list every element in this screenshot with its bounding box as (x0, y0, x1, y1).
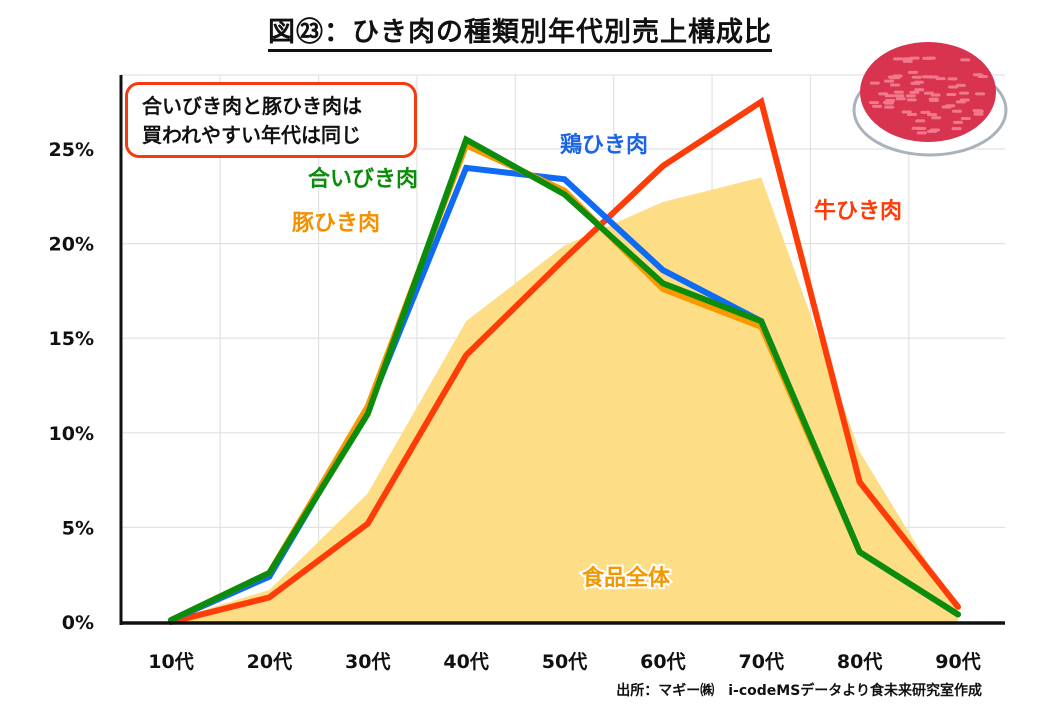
meat-texture (973, 112, 984, 116)
series-label: 鶏ひき肉 (560, 133, 648, 158)
series-label: 豚ひき肉 (292, 211, 380, 236)
meat-texture (948, 85, 959, 89)
meat-texture (884, 79, 895, 83)
meat-texture (960, 58, 971, 62)
meat-texture (872, 104, 883, 108)
meat-texture (916, 126, 927, 130)
area-layer (171, 177, 958, 622)
meat-texture (927, 113, 938, 117)
chart-title: 図㉓：ひき肉の種類別年代別売上構成比 (0, 10, 1040, 52)
meat-texture (894, 94, 905, 98)
meat-texture (920, 110, 931, 114)
meat-texture (910, 81, 921, 85)
x-tick-label: 50代 (542, 651, 587, 673)
meat-texture (885, 98, 896, 102)
meat-texture (960, 116, 971, 120)
meat-texture (947, 77, 958, 81)
meat-texture (905, 94, 916, 98)
meat-texture (869, 101, 880, 105)
y-tick-label: 15% (49, 328, 94, 350)
meat-texture (922, 56, 933, 60)
annotation-line-2: 買われやすい年代は同じ (142, 123, 361, 147)
meat-texture (928, 75, 939, 79)
y-tick-label: 10% (49, 423, 94, 445)
x-tick-label: 10代 (148, 651, 193, 673)
meat-texture (973, 109, 984, 113)
x-tick-label: 40代 (443, 651, 488, 673)
x-tick-label: 60代 (640, 651, 685, 673)
meat-texture (915, 119, 926, 123)
meat-texture (929, 128, 940, 132)
meat-texture (931, 116, 942, 120)
y-ticks: 0% 5% 10% 15% 20% 25% (49, 139, 94, 634)
x-tick-label: 90代 (935, 651, 980, 673)
meat-texture (972, 73, 983, 77)
meat-texture (928, 97, 939, 101)
meat-texture (883, 101, 894, 105)
meat-texture (955, 83, 966, 87)
y-tick-label: 20% (49, 234, 94, 256)
annotation-line-1: 合いびき肉と豚ひき肉は (142, 94, 362, 118)
meat-texture (916, 131, 927, 135)
series-label: 食品全体 (582, 565, 671, 591)
ground-meat-plate-icon (852, 42, 1008, 157)
x-tick-label: 30代 (345, 651, 390, 673)
meat-texture (887, 75, 898, 79)
meat-texture (946, 93, 957, 97)
meat-texture (923, 91, 934, 95)
meat-texture (955, 100, 966, 104)
meat-texture (893, 57, 904, 61)
axes (119, 75, 1005, 625)
meat-texture (975, 92, 986, 96)
x-tick-label: 20代 (247, 651, 292, 673)
meat-texture (911, 75, 922, 79)
meat-texture (909, 90, 920, 94)
meat-texture (893, 90, 904, 94)
meat-texture (906, 112, 917, 116)
series-label: 合いびき肉 (308, 166, 418, 192)
meat-texture (909, 56, 920, 60)
source-note: 出所：マギー㈱ i-codeMSデータより食未来研究室作成 (616, 683, 982, 699)
annotation-box: 合いびき肉と豚ひき肉は 買われやすい年代は同じ (125, 82, 417, 158)
x-tick-label: 70代 (739, 651, 784, 673)
area-series-total-food (171, 177, 958, 622)
meat-texture (884, 94, 895, 98)
series-label: 牛ひき肉 (814, 198, 902, 224)
y-tick-label: 5% (62, 517, 94, 539)
meat-texture (952, 109, 963, 113)
line-beef (168, 96, 961, 625)
meat-texture (953, 120, 964, 124)
y-tick-label: 0% (62, 612, 94, 634)
meat-texture (902, 59, 913, 63)
meat-texture (951, 127, 962, 131)
meat-texture (958, 91, 969, 95)
meat-texture (941, 105, 952, 109)
meat-texture (906, 98, 917, 102)
meat-texture (884, 105, 895, 109)
meat-texture (869, 81, 880, 85)
y-tick-label: 25% (49, 139, 94, 161)
meat-texture (895, 97, 906, 101)
meat-texture (901, 110, 912, 114)
x-ticks: 10代 20代 30代 40代 50代 60代 70代 80代 90代 (148, 651, 980, 673)
x-tick-label: 80代 (837, 651, 882, 673)
lines-layer (168, 96, 961, 625)
meat-texture (890, 83, 901, 87)
line-mixed (168, 135, 961, 624)
meat-texture (908, 70, 919, 74)
meat-texture (914, 88, 925, 92)
